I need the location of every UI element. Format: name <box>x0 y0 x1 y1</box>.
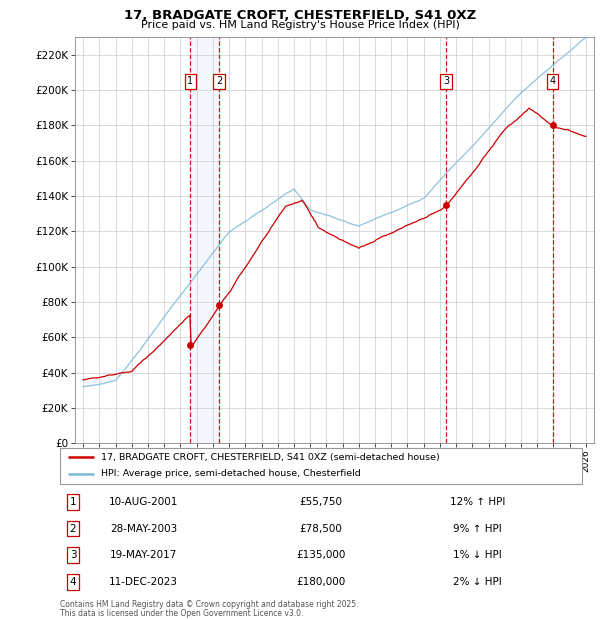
Text: £78,500: £78,500 <box>299 523 343 534</box>
Text: 2% ↓ HPI: 2% ↓ HPI <box>453 577 502 587</box>
Text: £55,750: £55,750 <box>299 497 343 507</box>
Text: 2: 2 <box>70 523 76 534</box>
Text: 19-MAY-2017: 19-MAY-2017 <box>110 550 177 560</box>
Text: 3: 3 <box>70 550 76 560</box>
Text: HPI: Average price, semi-detached house, Chesterfield: HPI: Average price, semi-detached house,… <box>101 469 361 479</box>
Text: 11-DEC-2023: 11-DEC-2023 <box>109 577 178 587</box>
Text: 9% ↑ HPI: 9% ↑ HPI <box>453 523 502 534</box>
Text: This data is licensed under the Open Government Licence v3.0.: This data is licensed under the Open Gov… <box>60 609 304 618</box>
Text: 12% ↑ HPI: 12% ↑ HPI <box>450 497 505 507</box>
Text: 28-MAY-2003: 28-MAY-2003 <box>110 523 177 534</box>
Text: 1: 1 <box>70 497 76 507</box>
Text: £135,000: £135,000 <box>296 550 346 560</box>
Text: 1: 1 <box>187 76 193 86</box>
Text: 2: 2 <box>216 76 223 86</box>
Text: Price paid vs. HM Land Registry's House Price Index (HPI): Price paid vs. HM Land Registry's House … <box>140 20 460 30</box>
Text: 4: 4 <box>70 577 76 587</box>
Text: 3: 3 <box>443 76 449 86</box>
Text: 17, BRADGATE CROFT, CHESTERFIELD, S41 0XZ: 17, BRADGATE CROFT, CHESTERFIELD, S41 0X… <box>124 9 476 22</box>
FancyBboxPatch shape <box>60 448 582 484</box>
Bar <box>190 37 220 443</box>
Text: £180,000: £180,000 <box>296 577 346 587</box>
Text: 4: 4 <box>550 76 556 86</box>
Text: Contains HM Land Registry data © Crown copyright and database right 2025.: Contains HM Land Registry data © Crown c… <box>60 600 359 609</box>
Text: 10-AUG-2001: 10-AUG-2001 <box>109 497 178 507</box>
Text: 1% ↓ HPI: 1% ↓ HPI <box>453 550 502 560</box>
Text: 17, BRADGATE CROFT, CHESTERFIELD, S41 0XZ (semi-detached house): 17, BRADGATE CROFT, CHESTERFIELD, S41 0X… <box>101 453 439 462</box>
